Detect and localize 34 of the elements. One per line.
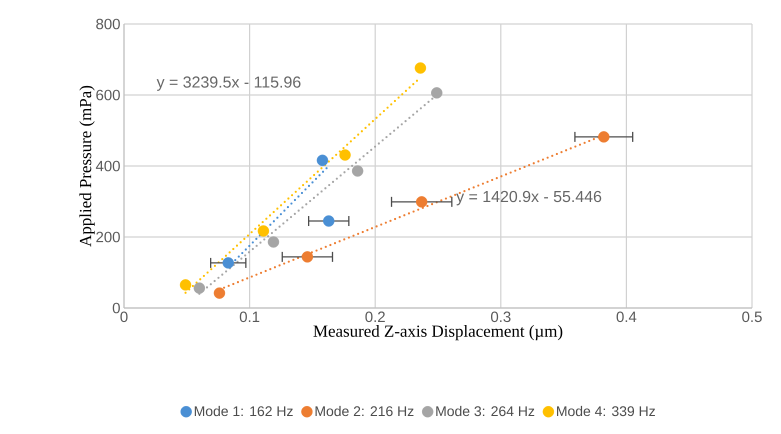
point bbox=[598, 131, 610, 143]
point bbox=[302, 251, 314, 263]
point bbox=[258, 225, 270, 237]
point bbox=[414, 62, 426, 74]
point bbox=[316, 154, 328, 166]
point bbox=[416, 196, 428, 208]
point bbox=[268, 236, 280, 248]
x-tick-label: 0.4 bbox=[616, 312, 636, 322]
point bbox=[323, 215, 334, 227]
legend-label: Mode 2: 216 Hz bbox=[316, 406, 414, 416]
x-axis-title: Measured Z-axis Displacement (µm) bbox=[313, 324, 562, 340]
point bbox=[431, 87, 442, 99]
y-axis-title: Applied Pressure (mPa) bbox=[79, 86, 95, 247]
y-tick-label: 200 bbox=[96, 232, 120, 242]
annotation: y = 1420.9x - 55.446 bbox=[456, 190, 602, 206]
point bbox=[352, 165, 364, 177]
x-tick-label: 0 bbox=[120, 312, 128, 322]
point bbox=[339, 149, 351, 161]
legend-label: Mode 3: 264 Hz bbox=[436, 406, 534, 416]
point bbox=[180, 279, 192, 291]
x-tick-label: 0.5 bbox=[742, 312, 762, 322]
x-tick-label: 0.3 bbox=[490, 312, 511, 322]
x-tick-label: 0.1 bbox=[240, 312, 260, 322]
point bbox=[194, 282, 206, 294]
legend-label: Mode 4: 339 Hz bbox=[557, 406, 655, 416]
y-tick-label: 400 bbox=[96, 160, 120, 172]
y-tick-label: 0 bbox=[112, 302, 120, 314]
point bbox=[214, 287, 226, 299]
x-tick-label: 0.2 bbox=[365, 312, 385, 322]
y-tick-label: 600 bbox=[96, 90, 120, 100]
point bbox=[222, 257, 234, 269]
legend-label: Mode 1: 162 Hz bbox=[194, 406, 293, 416]
annotation: y = 3239.5x - 115.96 bbox=[156, 76, 300, 91]
y-tick-label: 800 bbox=[96, 18, 120, 30]
